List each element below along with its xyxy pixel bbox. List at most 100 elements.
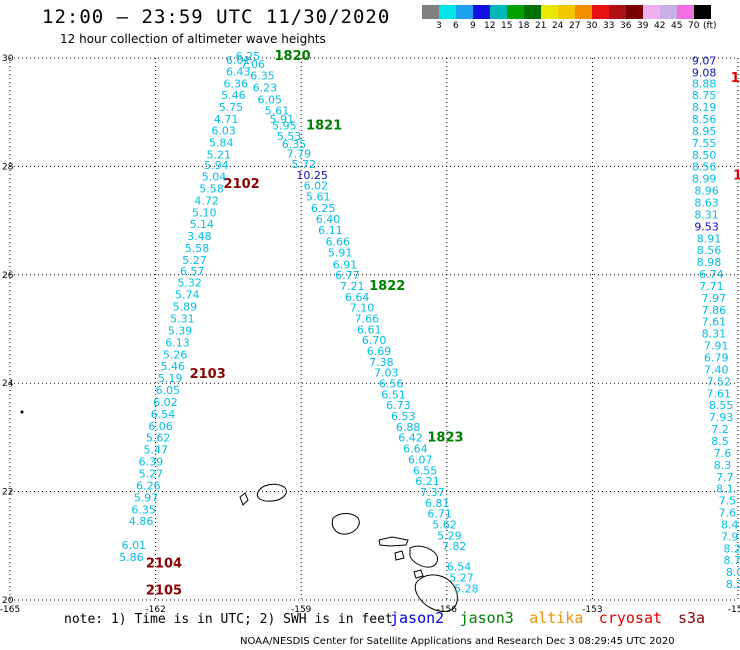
legend-swatch <box>592 5 609 19</box>
legend-swatch <box>507 5 524 19</box>
swh-value: 7.52 <box>706 375 731 388</box>
swh-value: 5.19 <box>158 372 183 385</box>
swh-value: 6.70 <box>362 334 387 347</box>
swh-value: 7.93 <box>709 411 734 424</box>
legend-tick-label: 6 <box>453 21 459 31</box>
island-oahu <box>331 513 360 535</box>
pass-time-label: 2105 <box>146 584 182 599</box>
legend-swatch <box>643 5 660 19</box>
swh-value: 8.56 <box>697 244 722 257</box>
swh-value: 6.53 <box>391 410 416 423</box>
legend-swatch <box>490 5 507 19</box>
map-grid: -165 -162 -159 -156 -153 -150 30 28 26 24 22 20 <box>0 54 740 615</box>
swh-value: 7.61 <box>702 316 727 329</box>
swh-value: 6.35 <box>131 503 156 516</box>
swh-value: 7.7 <box>716 471 734 484</box>
legend-tick-label: 21 <box>535 21 547 31</box>
swh-value: 5.27 <box>139 468 164 481</box>
island-kauai <box>256 483 287 502</box>
swh-value: 6.88 <box>396 421 421 434</box>
swh-value: 7.9 <box>721 530 739 543</box>
swh-value: 8.1 <box>716 483 734 496</box>
legend-swatch <box>524 5 541 19</box>
swh-value: 5.46 <box>160 360 185 373</box>
lon-tick-label: -156 <box>437 605 458 615</box>
legend-tick-label: 42 <box>654 21 666 31</box>
legend-swatch <box>558 5 575 19</box>
swh-value: 6.81 <box>425 497 450 510</box>
swh-value: 6.79 <box>704 352 729 365</box>
swh-value: 3.48 <box>187 230 212 243</box>
lat-tick-label: 26 <box>2 271 14 281</box>
legend-unit: (ft) <box>703 21 717 31</box>
swh-value: 5.26 <box>163 348 188 361</box>
swh-value: 6.71 <box>427 508 452 521</box>
swh-value: 7.10 <box>350 302 375 315</box>
swh-value: 7.6 <box>714 447 732 460</box>
swh-value: 6.42 <box>398 432 423 445</box>
swh-value: 6.35 <box>250 70 274 83</box>
swh-value: 8.5 <box>711 435 729 448</box>
swh-value: 6.74 <box>699 268 724 281</box>
footnote: note: 1) Time is in UTC; 2) SWH is in fe… <box>64 612 393 627</box>
lon-tick-label: -150 <box>728 605 740 615</box>
swh-value: 7.71 <box>699 280 724 293</box>
swh-value: 8.96 <box>694 185 719 198</box>
lat-tick-label: 22 <box>2 488 13 498</box>
swh-value: 5.89 <box>173 301 198 314</box>
island-niihau <box>239 492 249 506</box>
swh-value: 6.56 <box>379 378 404 391</box>
swh-value: 5.27 <box>449 572 474 585</box>
swh-value: 6.40 <box>316 213 341 226</box>
pass-time-label: 15 <box>733 168 740 183</box>
swh-value: 7.61 <box>706 387 731 400</box>
swh-value: 6.35 <box>282 138 307 151</box>
legend-swatch <box>456 5 473 19</box>
swh-value: 8.91 <box>697 232 722 245</box>
swh-value: 7.6 <box>719 507 737 520</box>
swh-value: 7.86 <box>702 304 727 317</box>
swh-value: 7.82 <box>442 540 467 553</box>
swh-value: 8.0 <box>726 566 740 579</box>
swh-value: 6.77 <box>335 269 360 282</box>
swh-value: 6.43 <box>226 65 251 78</box>
lon-tick-label: -165 <box>0 605 20 615</box>
legend-swatch <box>609 5 626 19</box>
island-kahoolawe <box>413 569 424 579</box>
swh-value: 8.4 <box>721 518 739 531</box>
lon-tick-label: -162 <box>145 605 165 615</box>
lat-tick-label: 24 <box>2 379 14 389</box>
satellite-jason2: jason2 <box>390 609 445 627</box>
hawaiian-islands <box>20 410 458 612</box>
swh-value: 6.57 <box>180 265 205 278</box>
swh-value: 6.01 <box>122 539 147 552</box>
swh-value: 7.2 <box>711 423 729 436</box>
swh-value: 6.11 <box>318 224 343 237</box>
swh-value: 7.38 <box>369 356 394 369</box>
swh-value: 5.91 <box>270 113 295 126</box>
swh-value: 6.26 <box>136 479 161 492</box>
swh-value: 6.13 <box>165 336 190 349</box>
pass-time-labels: 2102 2103 2104 2105 1820 1821 1822 1823 151 15 <box>146 49 740 598</box>
swh-value: 4.72 <box>194 194 219 207</box>
swh-value: 7.91 <box>704 340 729 353</box>
legend-swatch <box>660 5 677 19</box>
pass-time-label: 1823 <box>427 431 463 446</box>
swh-value: 5.47 <box>143 444 168 457</box>
swh-value: 8.99 <box>692 173 717 186</box>
swh-value: 8.56 <box>692 161 717 174</box>
swh-value: 9.53 <box>694 220 719 233</box>
swh-value: 5.28 <box>454 582 479 595</box>
island-maui <box>409 545 438 568</box>
swh-value: 5.32 <box>177 277 202 290</box>
swh-value: 8.2 <box>723 542 740 555</box>
swh-value: 6.25 <box>236 50 261 63</box>
swh-value: 7.40 <box>704 363 729 376</box>
satellite-cryosat: cryosat <box>598 609 663 627</box>
swh-value: 8.88 <box>692 77 717 90</box>
swh-value: 6.55 <box>413 464 438 477</box>
page-subtitle: 12 hour collection of altimeter wave hei… <box>60 32 326 46</box>
swh-value: 7.5 <box>719 495 737 508</box>
legend-swatch <box>473 5 490 19</box>
